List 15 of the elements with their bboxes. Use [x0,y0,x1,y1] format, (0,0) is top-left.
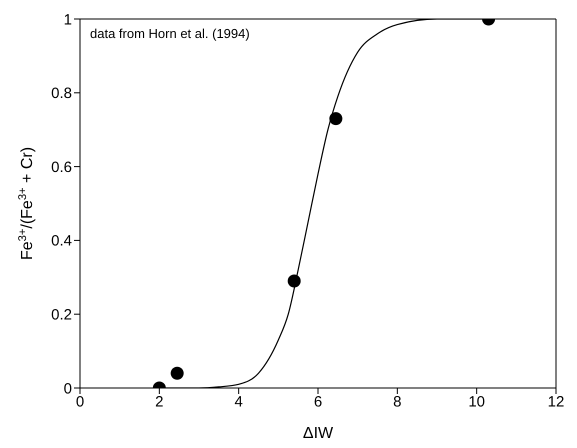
y-tick-label: 1 [64,11,72,28]
x-tick-label: 6 [314,394,322,411]
y-tick-label: 0.2 [51,306,72,324]
x-tick-label: 2 [155,394,164,411]
y-tick-label: 0.8 [51,85,72,102]
x-tick-label: 12 [548,394,564,411]
annotation: data from Horn et al. (1994) [90,26,250,41]
x-tick-label: 0 [76,394,84,411]
x-tick-label: 4 [234,394,243,411]
y-tick-label: 0.4 [51,232,72,250]
y-tick-label: 0 [64,380,72,398]
y-tick-label: 0.6 [51,158,72,176]
x-axis-title: ΔIW [302,425,334,442]
x-tick-label: 8 [393,394,402,411]
x-tick-label: 10 [468,394,486,411]
